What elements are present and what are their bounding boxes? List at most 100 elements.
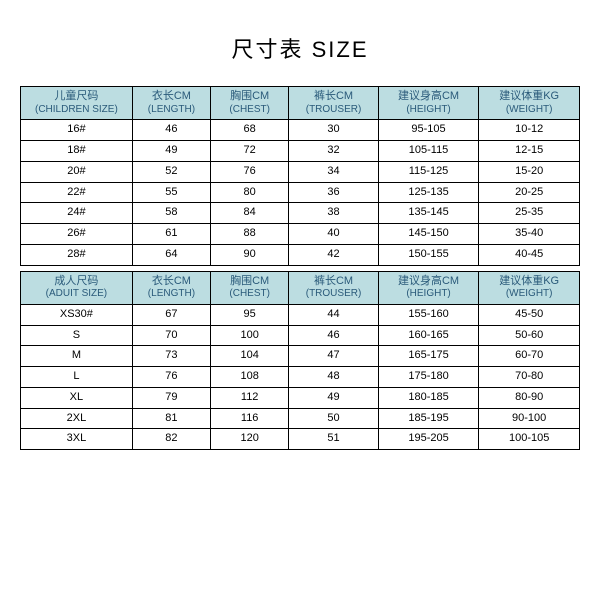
table-cell: 61 [132,224,210,245]
table-cell: 60-70 [479,346,580,367]
table-cell: 115-125 [378,161,479,182]
table-cell: 185-195 [378,408,479,429]
table-cell: 150-155 [378,244,479,265]
table-cell: 40 [289,224,378,245]
table-row: 20#527634115-12515-20 [21,161,580,182]
table-cell: 12-15 [479,141,580,162]
table-cell: 90 [211,244,289,265]
table-cell: 20# [21,161,133,182]
table-row: 28#649042150-15540-45 [21,244,580,265]
table-row: 18#497232105-11512-15 [21,141,580,162]
col-length: 衣长CM(LENGTH) [132,87,210,120]
table-cell: 180-185 [378,387,479,408]
table-cell: 145-150 [378,224,479,245]
col-weight: 建议体重KG(WEIGHT) [479,87,580,120]
col-children-size: 儿童尺码(CHILDREN SIZE) [21,87,133,120]
table-cell: 76 [211,161,289,182]
children-header: 儿童尺码(CHILDREN SIZE) 衣长CM(LENGTH) 胸围CM(CH… [21,87,580,120]
table-cell: 112 [211,387,289,408]
table-cell: 22# [21,182,133,203]
table-cell: 18# [21,141,133,162]
table-cell: 42 [289,244,378,265]
table-cell: 175-180 [378,367,479,388]
table-row: 22#558036125-13520-25 [21,182,580,203]
table-cell: 50 [289,408,378,429]
table-cell: 90-100 [479,408,580,429]
table-cell: 49 [289,387,378,408]
adult-header: 成人尺码(ADUIT SIZE) 衣长CM(LENGTH) 胸围CM(CHEST… [21,271,580,304]
table-cell: 58 [132,203,210,224]
table-cell: 70-80 [479,367,580,388]
table-cell: 47 [289,346,378,367]
table-row: S7010046160-16550-60 [21,325,580,346]
table-cell: 46 [289,325,378,346]
table-cell: 82 [132,429,210,450]
table-cell: 100-105 [479,429,580,450]
table-cell: 84 [211,203,289,224]
table-cell: 34 [289,161,378,182]
table-cell: 73 [132,346,210,367]
col-height: 建议身高CM(HEIGHT) [378,87,479,120]
table-row: XS30#679544155-16045-50 [21,304,580,325]
table-cell: 100 [211,325,289,346]
table-row: 16#46683095-10510-12 [21,120,580,141]
table-cell: 51 [289,429,378,450]
table-cell: 120 [211,429,289,450]
table-cell: 32 [289,141,378,162]
table-cell: 2XL [21,408,133,429]
table-cell: 80-90 [479,387,580,408]
table-cell: 105-115 [378,141,479,162]
table-cell: 38 [289,203,378,224]
table-row: 24#588438135-14525-35 [21,203,580,224]
table-cell: 64 [132,244,210,265]
table-cell: S [21,325,133,346]
table-cell: 76 [132,367,210,388]
table-cell: 28# [21,244,133,265]
table-row: 3XL8212051195-205100-105 [21,429,580,450]
table-row: XL7911249180-18580-90 [21,387,580,408]
table-cell: 80 [211,182,289,203]
adult-body: XS30#679544155-16045-50S7010046160-16550… [21,304,580,449]
table-cell: 3XL [21,429,133,450]
table-cell: 26# [21,224,133,245]
table-cell: 52 [132,161,210,182]
table-cell: 195-205 [378,429,479,450]
table-cell: 50-60 [479,325,580,346]
table-cell: 72 [211,141,289,162]
table-cell: 20-25 [479,182,580,203]
table-cell: 108 [211,367,289,388]
table-row: L7610848175-18070-80 [21,367,580,388]
table-cell: 95 [211,304,289,325]
table-cell: 44 [289,304,378,325]
col-height: 建议身高CM(HEIGHT) [378,271,479,304]
col-chest: 胸围CM(CHEST) [211,87,289,120]
col-trouser: 裤长CM(TROUSER) [289,271,378,304]
table-cell: 10-12 [479,120,580,141]
table-cell: 45-50 [479,304,580,325]
table-cell: 68 [211,120,289,141]
table-cell: 160-165 [378,325,479,346]
children-body: 16#46683095-10510-1218#497232105-11512-1… [21,120,580,265]
size-table-container: 儿童尺码(CHILDREN SIZE) 衣长CM(LENGTH) 胸围CM(CH… [20,86,580,450]
table-cell: 24# [21,203,133,224]
table-cell: 55 [132,182,210,203]
table-cell: 36 [289,182,378,203]
table-cell: 135-145 [378,203,479,224]
table-cell: 125-135 [378,182,479,203]
col-trouser: 裤长CM(TROUSER) [289,87,378,120]
table-cell: 95-105 [378,120,479,141]
table-cell: 70 [132,325,210,346]
col-length: 衣长CM(LENGTH) [132,271,210,304]
table-cell: 155-160 [378,304,479,325]
table-row: 2XL8111650185-19590-100 [21,408,580,429]
page-title: 尺寸表 SIZE [231,32,368,64]
table-cell: 81 [132,408,210,429]
table-cell: 104 [211,346,289,367]
table-cell: 35-40 [479,224,580,245]
table-row: M7310447165-17560-70 [21,346,580,367]
table-cell: 30 [289,120,378,141]
size-table: 儿童尺码(CHILDREN SIZE) 衣长CM(LENGTH) 胸围CM(CH… [20,86,580,450]
table-row: 26#618840145-15035-40 [21,224,580,245]
table-cell: 16# [21,120,133,141]
table-cell: XL [21,387,133,408]
